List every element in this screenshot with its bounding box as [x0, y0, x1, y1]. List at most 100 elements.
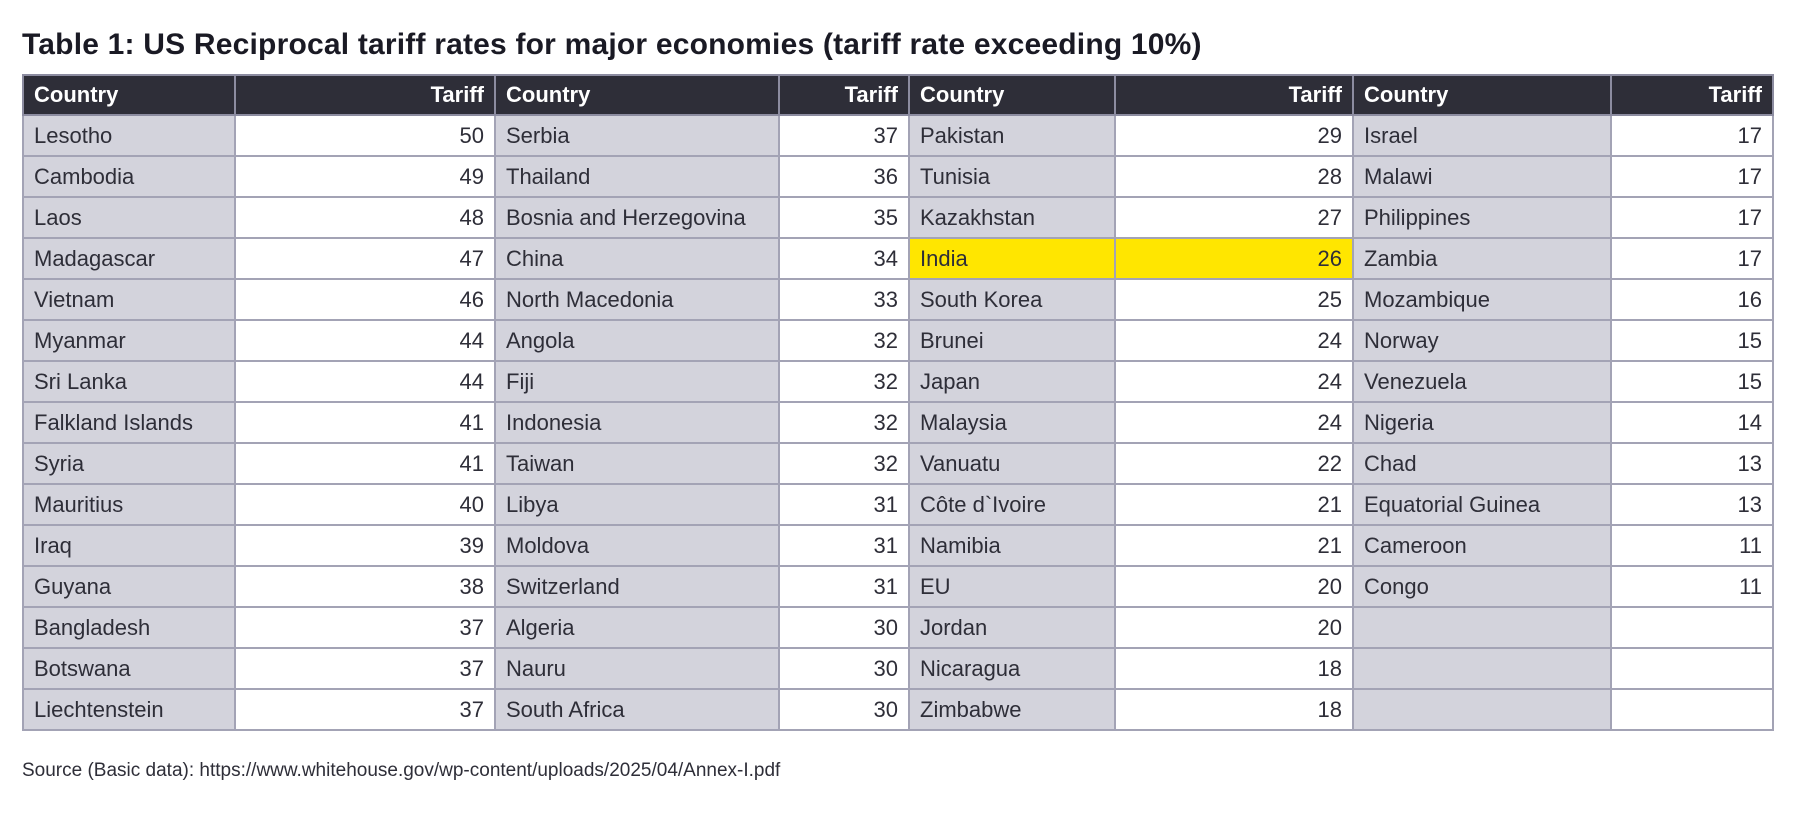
country-cell: Nicaragua [908, 647, 1116, 690]
tariff-cell: 44 [234, 360, 496, 403]
country-cell: Fiji [494, 360, 780, 403]
country-cell: Vanuatu [908, 442, 1116, 485]
country-cell: Côte d`Ivoire [908, 483, 1116, 526]
tariff-cell: 17 [1610, 196, 1774, 239]
country-cell: Vietnam [22, 278, 236, 321]
country-cell [1352, 606, 1612, 649]
table-row: Bangladesh 37 Algeria 30 Jordan 20 [22, 606, 1774, 649]
table-row: Myanmar 44 Angola 32 Brunei 24 Norway 15 [22, 319, 1774, 362]
tariff-cell: 20 [1114, 606, 1354, 649]
table-row: Syria 41 Taiwan 32 Vanuatu 22 Chad 13 [22, 442, 1774, 485]
tariff-cell: 46 [234, 278, 496, 321]
tariff-cell: 27 [1114, 196, 1354, 239]
tariff-cell: 48 [234, 196, 496, 239]
tariff-cell: 37 [234, 688, 496, 731]
table-row: Liechtenstein 37 South Africa 30 Zimbabwe 18 [22, 688, 1774, 731]
tariff-header: Tariff [1610, 74, 1774, 116]
country-cell: Israel [1352, 114, 1612, 157]
tariff-cell: 39 [234, 524, 496, 567]
country-cell: Syria [22, 442, 236, 485]
country-cell: Chad [1352, 442, 1612, 485]
country-header: Country [908, 74, 1116, 116]
tariff-cell: 32 [778, 442, 910, 485]
country-cell: Botswana [22, 647, 236, 690]
tariff-cell: 17 [1610, 155, 1774, 198]
tariff-cell [1610, 647, 1774, 690]
country-cell: Kazakhstan [908, 196, 1116, 239]
tariff-cell: 31 [778, 565, 910, 608]
tariff-cell: 18 [1114, 688, 1354, 731]
country-cell [1352, 688, 1612, 731]
tariff-cell: 24 [1114, 401, 1354, 444]
country-cell: Lesotho [22, 114, 236, 157]
tariff-cell: 37 [234, 647, 496, 690]
tariff-cell: 13 [1610, 483, 1774, 526]
country-cell: Falkland Islands [22, 401, 236, 444]
country-cell: Japan [908, 360, 1116, 403]
tariff-cell: 32 [778, 401, 910, 444]
country-cell: Moldova [494, 524, 780, 567]
tariff-cell: 11 [1610, 565, 1774, 608]
tariff-cell: 24 [1114, 319, 1354, 362]
country-cell: Liechtenstein [22, 688, 236, 731]
country-cell: Malaysia [908, 401, 1116, 444]
country-cell: Thailand [494, 155, 780, 198]
country-header: Country [22, 74, 236, 116]
tariff-cell: 30 [778, 606, 910, 649]
tariff-cell: 47 [234, 237, 496, 280]
country-cell: North Macedonia [494, 278, 780, 321]
country-cell: Brunei [908, 319, 1116, 362]
tariff-cell: 50 [234, 114, 496, 157]
source-note: Source (Basic data): https://www.whiteho… [22, 760, 781, 781]
country-cell: Mauritius [22, 483, 236, 526]
table-row: Iraq 39 Moldova 31 Namibia 21 Cameroon 11 [22, 524, 1774, 567]
country-cell: Laos [22, 196, 236, 239]
tariff-header: Tariff [1114, 74, 1354, 116]
tariff-cell: 16 [1610, 278, 1774, 321]
tariff-cell: 28 [1114, 155, 1354, 198]
table-row: Sri Lanka 44 Fiji 32 Japan 24 Venezuela 15 [22, 360, 1774, 403]
tariff-cell: 26 [1114, 237, 1354, 280]
header-row: Country Tariff Country Tariff Country Tariff C… [22, 74, 1774, 116]
tariff-cell: 15 [1610, 319, 1774, 362]
country-cell: China [494, 237, 780, 280]
country-cell: Zimbabwe [908, 688, 1116, 731]
tariff-cell: 17 [1610, 114, 1774, 157]
country-cell: Cameroon [1352, 524, 1612, 567]
tariff-cell: 22 [1114, 442, 1354, 485]
tariff-cell: 33 [778, 278, 910, 321]
tariff-cell: 32 [778, 360, 910, 403]
country-cell: Algeria [494, 606, 780, 649]
tariff-cell: 40 [234, 483, 496, 526]
table-row: Vietnam 46 North Macedonia 33 South Korea 25 M… [22, 278, 1774, 321]
country-cell: Mozambique [1352, 278, 1612, 321]
table-row: Laos 48 Bosnia and Herzegovina 35 Kazakhstan… [22, 196, 1774, 239]
tariff-cell: 29 [1114, 114, 1354, 157]
tariff-cell: 37 [234, 606, 496, 649]
country-cell: Bangladesh [22, 606, 236, 649]
tariff-header: Tariff [234, 74, 496, 116]
tariff-cell: 35 [778, 196, 910, 239]
tariff-cell: 36 [778, 155, 910, 198]
country-cell: Malawi [1352, 155, 1612, 198]
tariff-cell: 44 [234, 319, 496, 362]
country-cell: Congo [1352, 565, 1612, 608]
country-cell: Tunisia [908, 155, 1116, 198]
country-cell: Madagascar [22, 237, 236, 280]
country-header: Country [1352, 74, 1612, 116]
tariff-cell [1610, 688, 1774, 731]
country-cell: Sri Lanka [22, 360, 236, 403]
country-cell: Iraq [22, 524, 236, 567]
tariff-table: Country Tariff Country Tariff Country Tariff C… [22, 74, 1774, 731]
tariff-cell: 11 [1610, 524, 1774, 567]
country-header: Country [494, 74, 780, 116]
tariff-cell: 15 [1610, 360, 1774, 403]
country-cell: EU [908, 565, 1116, 608]
tariff-cell [1610, 606, 1774, 649]
tariff-cell: 31 [778, 524, 910, 567]
country-cell: Taiwan [494, 442, 780, 485]
tariff-cell: 38 [234, 565, 496, 608]
table-row: Falkland Islands 41 Indonesia 32 Malaysia 24 N… [22, 401, 1774, 444]
tariff-cell: 41 [234, 442, 496, 485]
table-row: Lesotho 50 Serbia 37 Pakistan 29 Israel 17 [22, 114, 1774, 157]
